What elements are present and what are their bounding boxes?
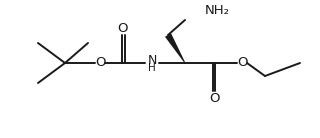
Text: NH₂: NH₂	[205, 5, 230, 18]
Text: O: O	[95, 56, 105, 70]
Text: O: O	[210, 91, 220, 104]
Text: O: O	[237, 56, 247, 70]
Text: O: O	[118, 22, 128, 34]
Polygon shape	[165, 33, 185, 63]
Text: N: N	[147, 54, 157, 67]
Text: H: H	[148, 63, 156, 73]
